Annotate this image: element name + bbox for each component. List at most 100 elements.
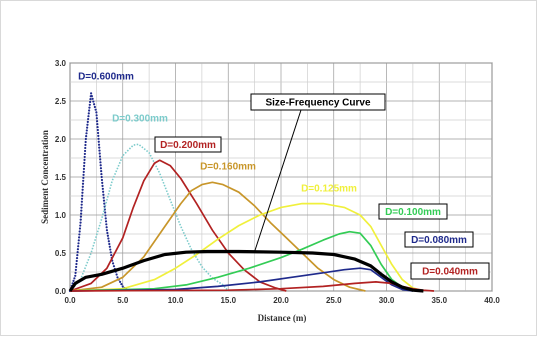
series-point	[93, 103, 96, 106]
x-tick-label: 35.0	[431, 296, 447, 305]
x-tick-label: 40.0	[484, 296, 500, 305]
series-point	[106, 234, 109, 237]
series-point	[95, 117, 98, 120]
series-point	[90, 92, 93, 95]
series-point	[83, 155, 86, 159]
series-point	[104, 214, 107, 217]
series-point	[86, 123, 89, 126]
series-point	[73, 277, 76, 280]
series-point	[79, 218, 82, 221]
curve-labels: D=0.600mm D=0.300mm D=0.200mm D=0.160mm D=0.…	[78, 72, 490, 280]
series-point	[75, 265, 78, 269]
series-point	[98, 149, 101, 152]
series-point	[85, 129, 88, 132]
curve-label-d-0-100mm: D=0.100mm	[385, 207, 441, 218]
series-point	[83, 161, 86, 164]
series-point	[100, 178, 104, 182]
x-tick-label: 0.0	[64, 296, 76, 305]
series-point	[82, 179, 85, 182]
x-tick-label: 25.0	[326, 296, 342, 305]
x-tick-label: 30.0	[379, 296, 395, 305]
y-tick-label: 2.0	[55, 135, 67, 144]
series-d-0-600mm	[68, 92, 128, 293]
series-point	[89, 98, 92, 101]
curve-label-size-frequency-curve: Size-Frequency Curve	[265, 98, 370, 109]
series-d-0-100mm	[69, 230, 414, 292]
curve-label-d-0-040mm: D=0.040mm	[422, 267, 478, 278]
series-point	[101, 184, 104, 187]
series-point	[97, 143, 101, 146]
series-point	[76, 251, 79, 254]
series-point	[78, 230, 81, 233]
series-point	[97, 137, 100, 140]
series-point	[81, 191, 84, 194]
series-point	[102, 199, 106, 202]
series-point	[107, 240, 110, 243]
series-point	[107, 237, 110, 240]
y-tick-label: 1.0	[55, 211, 67, 220]
series-point	[100, 170, 103, 173]
series-point	[77, 239, 80, 242]
series-d-0-160mm	[69, 181, 366, 292]
x-tick-label: 20.0	[273, 296, 289, 305]
series-point	[81, 182, 85, 185]
label-box-d-0-100mm	[378, 203, 448, 220]
series-d-0-080mm	[69, 267, 414, 292]
series-point	[97, 134, 100, 137]
series-point	[83, 149, 87, 153]
y-tick-label: 0.0	[55, 287, 67, 296]
y-tick-label: 3.0	[55, 59, 67, 68]
series-point	[84, 146, 87, 150]
tick-labels: 0.0 5.0 10.0 15.0 20.0 25.0 30.0 35.0 40.0 0.0 0.5…	[55, 59, 500, 305]
series-point	[74, 268, 77, 271]
series-point	[74, 274, 77, 277]
series-point	[87, 117, 90, 121]
series-point	[89, 100, 92, 104]
series-point	[77, 245, 80, 248]
series-d-0-200mm	[69, 159, 287, 292]
y-tick-label: 2.5	[55, 97, 67, 106]
series-point	[98, 146, 101, 149]
series-point	[116, 276, 119, 279]
series-point	[90, 95, 93, 98]
series-point	[93, 105, 96, 109]
series-point	[95, 114, 98, 117]
series-point	[80, 203, 83, 206]
series-point	[87, 112, 90, 115]
series-point	[98, 155, 102, 158]
series-point	[79, 215, 83, 218]
series-point	[99, 158, 102, 161]
series-point	[112, 265, 116, 268]
series-point	[81, 188, 84, 191]
series-point	[119, 280, 122, 283]
series-point	[86, 120, 89, 123]
series-point	[108, 245, 111, 248]
series-point	[99, 164, 102, 167]
series-point	[96, 123, 99, 126]
series-point	[86, 126, 89, 129]
series-point	[99, 167, 103, 170]
series-point	[78, 233, 81, 236]
series-point	[95, 120, 99, 123]
series-point	[83, 152, 86, 156]
series-point	[110, 253, 113, 257]
series-point	[82, 173, 85, 176]
series-point	[80, 212, 83, 215]
series-point	[97, 140, 100, 143]
series-point	[92, 100, 95, 103]
series-point	[72, 279, 75, 282]
series-point	[81, 185, 84, 188]
series-point	[76, 254, 79, 257]
series-point	[75, 256, 79, 260]
y-tick-label: 0.5	[55, 249, 67, 258]
series-point	[104, 220, 108, 223]
y-axis-title: Sediment Concentration	[40, 130, 50, 224]
series-point	[102, 193, 105, 196]
series-point	[75, 262, 78, 266]
series-point	[105, 229, 109, 232]
curves	[68, 92, 435, 293]
series-point	[82, 176, 85, 179]
series-point	[102, 190, 105, 193]
series-point	[85, 132, 88, 135]
